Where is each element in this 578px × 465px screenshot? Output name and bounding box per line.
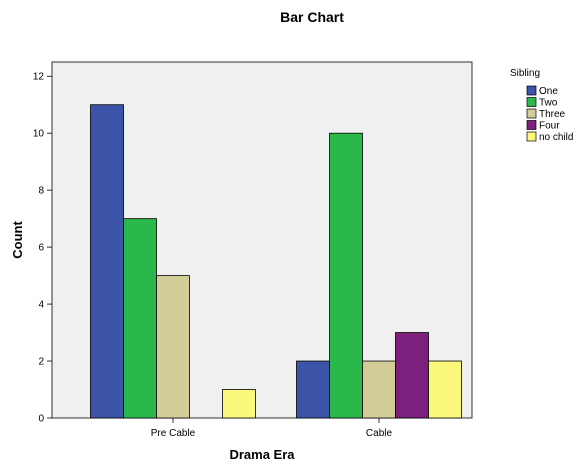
- bars: [90, 104, 462, 419]
- chart-title: Bar Chart: [280, 9, 344, 25]
- y-axis-title: Count: [10, 221, 25, 259]
- legend-swatch: [526, 120, 537, 130]
- legend-swatch: [526, 85, 537, 96]
- x-axis: Pre Cable Cable: [151, 418, 393, 439]
- legend-title: Sibling: [510, 68, 540, 79]
- legend-entry: Two: [539, 98, 558, 109]
- y-tick-label: 12: [33, 72, 45, 83]
- legend-swatch: [526, 108, 537, 119]
- bar-one: [296, 360, 330, 419]
- y-axis: 0 2 4 6 8 10 12: [33, 72, 52, 425]
- y-tick-label: 2: [38, 357, 44, 368]
- bar-two: [329, 132, 363, 419]
- legend-swatch: [526, 131, 537, 142]
- bar-three: [362, 360, 396, 419]
- y-tick-label: 10: [33, 129, 45, 140]
- legend-entry: Three: [539, 109, 566, 120]
- y-tick-label: 0: [38, 414, 44, 425]
- x-tick-label: Pre Cable: [151, 428, 196, 439]
- bar-no-child: [222, 389, 256, 419]
- legend-entry: Four: [539, 121, 560, 132]
- x-axis-title: Drama Era: [229, 447, 295, 462]
- legend-entry: One: [539, 86, 558, 97]
- legend-entry: no child: [539, 132, 573, 143]
- bar-no-child: [428, 360, 462, 419]
- y-tick-label: 6: [38, 243, 44, 254]
- y-tick-label: 4: [38, 300, 44, 311]
- bar-four: [395, 332, 429, 419]
- x-tick-label: Cable: [366, 428, 393, 439]
- bar-two: [123, 218, 157, 419]
- y-tick-label: 8: [38, 186, 44, 197]
- bar-one: [90, 104, 124, 419]
- bar-three: [156, 275, 190, 419]
- legend-swatch: [526, 97, 537, 107]
